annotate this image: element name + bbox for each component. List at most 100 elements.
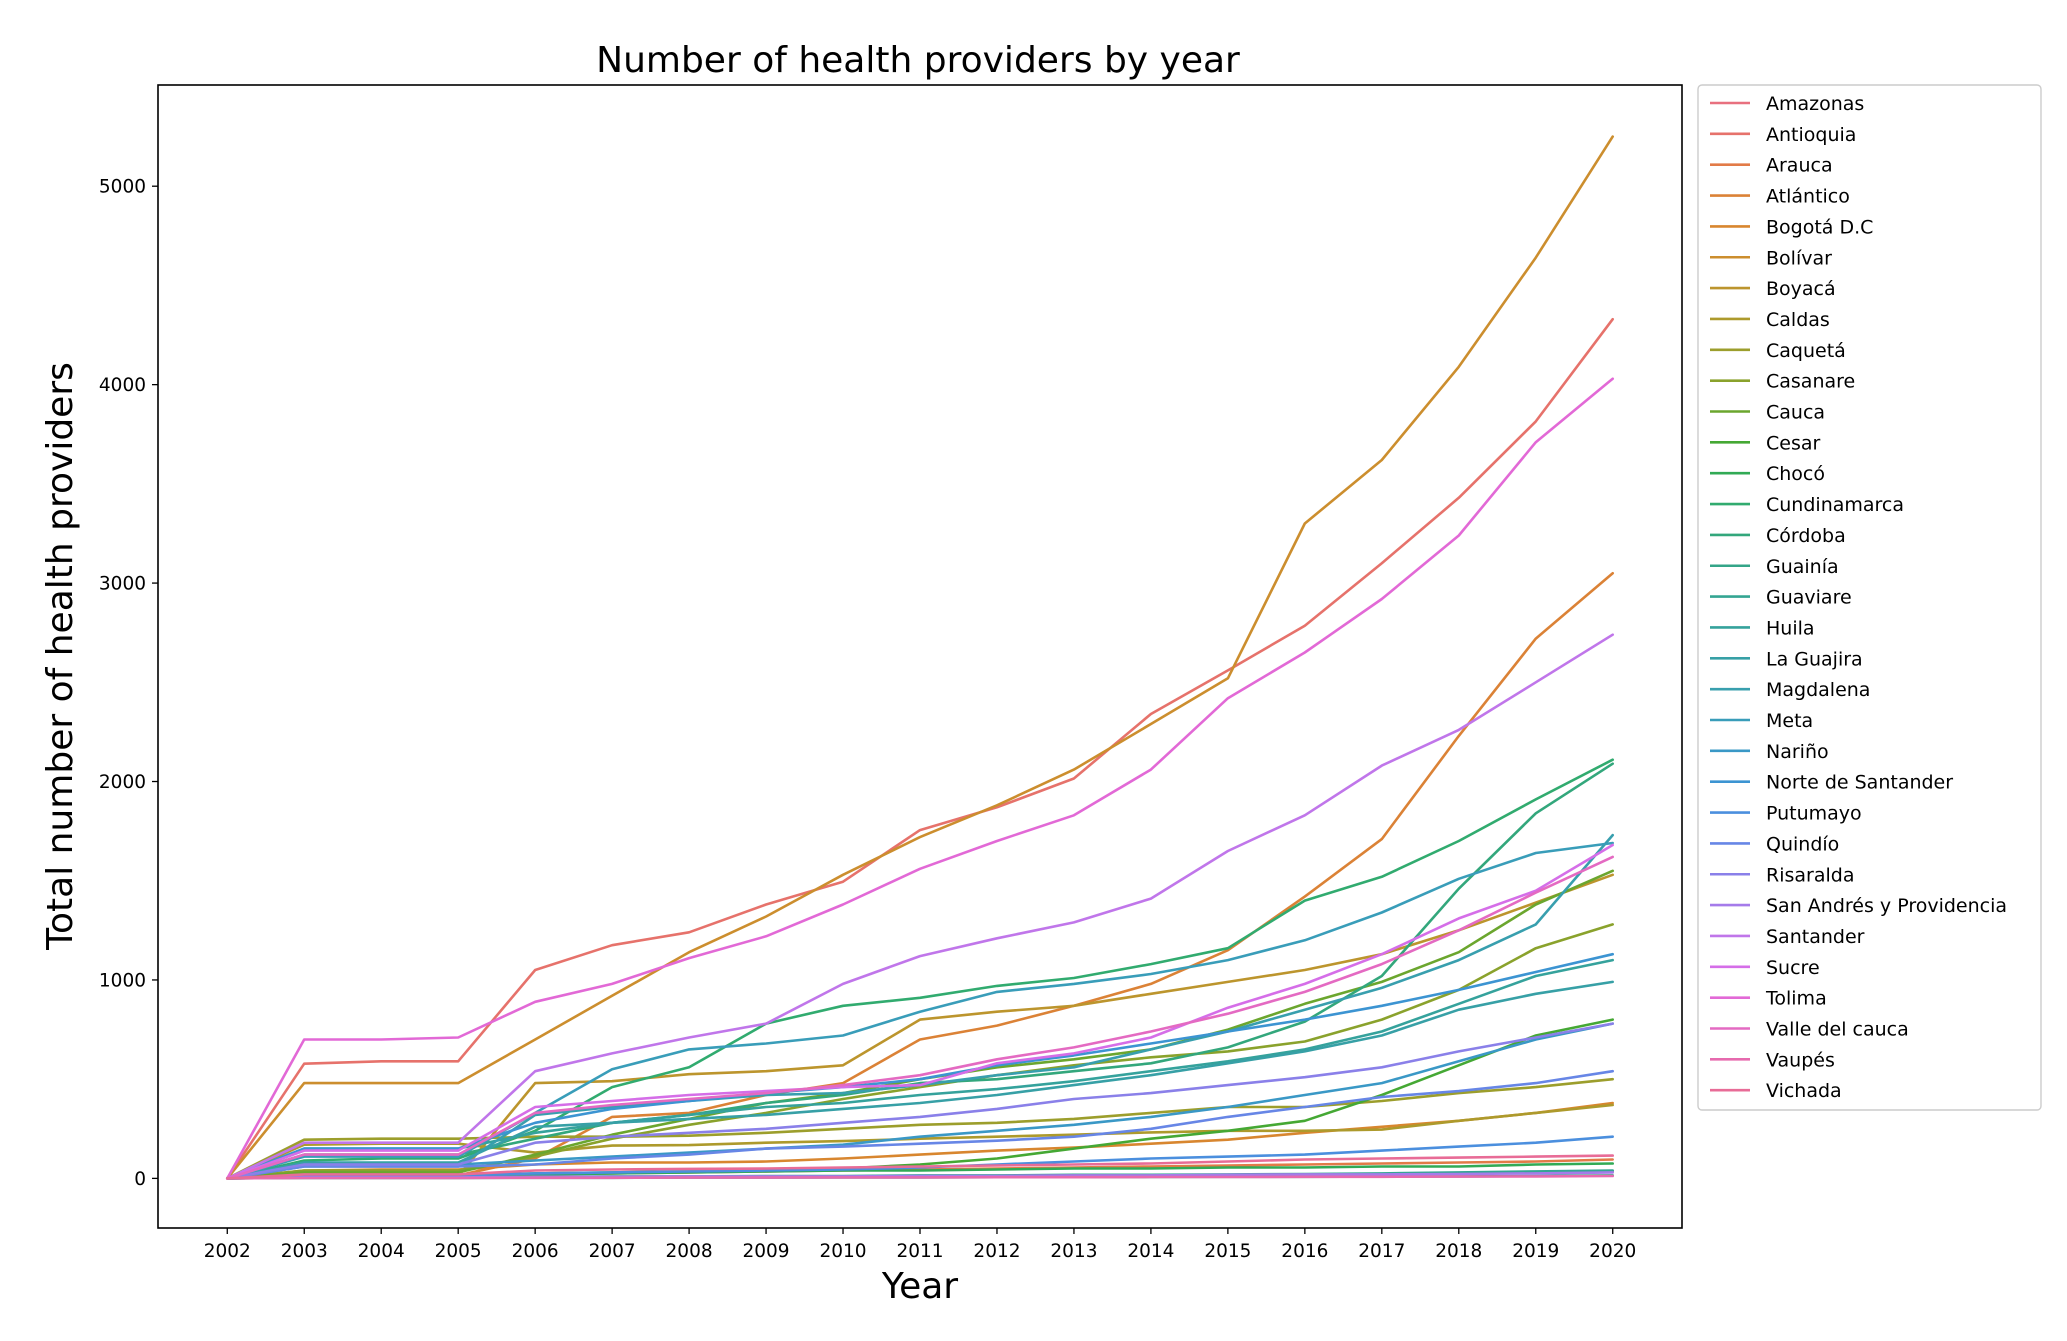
legend-item: Arauca	[1710, 155, 1833, 177]
series-line	[226, 317, 1614, 1180]
x-tick-label: 2004	[358, 1241, 405, 1262]
legend-label: Sucre	[1766, 957, 1820, 979]
series-line	[226, 1174, 1614, 1180]
legend-label: Magdalena	[1766, 679, 1870, 701]
chart-title: Number of health providers by year	[596, 40, 1240, 81]
legend-label: Cauca	[1766, 402, 1825, 424]
legend-item: Cesar	[1710, 432, 1820, 454]
legend-entries: Amazonas Antioquia Arauca Atlántico Bogotá D…	[1710, 93, 2007, 1102]
series-lines	[226, 135, 1614, 1180]
legend-item: Nariño	[1710, 741, 1829, 763]
x-tick-label: 2017	[1358, 1241, 1405, 1262]
x-axis-ticks: 2002 2003 2004 2005 2006 2007 2008 2009 2010 2011…	[204, 1228, 1636, 1262]
legend-item: Risaralda	[1710, 864, 1854, 886]
legend-label: Antioquia	[1766, 124, 1856, 146]
legend-label: Nariño	[1766, 741, 1829, 763]
legend-item: Caquetá	[1710, 340, 1846, 362]
legend-label: Quindío	[1766, 833, 1839, 855]
series-line	[226, 377, 1614, 1180]
legend-label: Tolima	[1765, 988, 1827, 1010]
legend-item: Meta	[1710, 710, 1813, 732]
y-tick-label: 3000	[99, 574, 146, 595]
series-line	[226, 958, 1614, 1180]
legend-label: Bolívar	[1766, 247, 1832, 269]
x-tick-label: 2019	[1512, 1241, 1559, 1262]
legend-label: Putumayo	[1766, 803, 1862, 825]
legend-label: Guainía	[1766, 556, 1839, 578]
legend-label: Cundinamarca	[1766, 494, 1904, 516]
legend-label: Chocó	[1766, 463, 1825, 485]
x-tick-label: 2015	[1204, 1241, 1251, 1262]
legend-box	[1697, 84, 2042, 1111]
legend-label: Vaupés	[1766, 1049, 1835, 1071]
legend-label: Córdoba	[1766, 525, 1846, 547]
legend-item: Quindío	[1710, 833, 1839, 855]
legend-item: Guainía	[1710, 556, 1839, 578]
legend-label: Arauca	[1766, 155, 1833, 177]
legend-item: Santander	[1710, 926, 1865, 948]
series-line	[226, 952, 1614, 1180]
series-line	[226, 980, 1614, 1180]
legend-label: Casanare	[1766, 371, 1855, 393]
legend-item: Córdoba	[1710, 525, 1846, 547]
legend-item: Huila	[1710, 617, 1815, 639]
legend-label: Guaviare	[1766, 587, 1852, 609]
legend-label: Atlántico	[1766, 186, 1850, 208]
x-tick-label: 2011	[896, 1241, 943, 1262]
series-line	[226, 843, 1614, 1180]
legend-item: Norte de Santander	[1710, 772, 1953, 794]
legend-item: Antioquia	[1710, 124, 1856, 146]
x-tick-label: 2003	[281, 1241, 328, 1262]
legend-item: Bogotá D.C	[1710, 216, 1873, 238]
series-line	[226, 869, 1614, 1180]
legend-item: Vichada	[1710, 1080, 1842, 1102]
legend-item: Boyacá	[1710, 278, 1836, 300]
legend-label: La Guajira	[1766, 648, 1863, 670]
legend-label: Boyacá	[1766, 278, 1836, 300]
y-axis-ticks: 0 1000 2000 3000 4000 5000	[99, 177, 158, 1190]
y-tick-label: 5000	[99, 177, 146, 198]
x-tick-label: 2020	[1589, 1241, 1636, 1262]
legend-item: Putumayo	[1710, 803, 1862, 825]
legend-item: Casanare	[1710, 371, 1855, 393]
legend-label: Bogotá D.C	[1766, 216, 1873, 238]
series-line	[226, 633, 1614, 1180]
x-tick-label: 2013	[1050, 1241, 1097, 1262]
legend-item: Valle del cauca	[1710, 1019, 1909, 1041]
series-line	[226, 1022, 1614, 1180]
legend-item: Magdalena	[1710, 679, 1870, 701]
legend-item: Atlántico	[1710, 186, 1850, 208]
legend-item: Sucre	[1710, 957, 1820, 979]
legend-item: Cauca	[1710, 402, 1825, 424]
x-tick-label: 2010	[819, 1241, 866, 1262]
legend-item: Guaviare	[1710, 587, 1852, 609]
legend-item: Cundinamarca	[1710, 494, 1904, 516]
legend-label: Valle del cauca	[1766, 1019, 1909, 1041]
legend-label: Meta	[1766, 710, 1813, 732]
legend-item: Vaupés	[1710, 1049, 1835, 1071]
x-tick-label: 2018	[1435, 1241, 1482, 1262]
legend-label: Cesar	[1766, 432, 1820, 454]
x-axis-label: Year	[881, 1266, 958, 1307]
legend-item: La Guajira	[1710, 648, 1863, 670]
legend-item: Amazonas	[1710, 93, 1864, 115]
legend-label: Caldas	[1766, 309, 1830, 331]
series-line	[226, 758, 1614, 1180]
x-tick-label: 2012	[973, 1241, 1020, 1262]
y-tick-label: 1000	[99, 970, 146, 991]
x-tick-label: 2007	[589, 1241, 636, 1262]
x-tick-label: 2002	[204, 1241, 251, 1262]
y-axis-label: Total number of health providers	[40, 362, 81, 951]
x-tick-label: 2006	[512, 1241, 559, 1262]
series-line	[226, 1069, 1614, 1180]
legend-item: San Andrés y Providencia	[1710, 895, 2007, 917]
legend-label: Santander	[1766, 926, 1865, 948]
x-tick-label: 2014	[1127, 1241, 1174, 1262]
legend-item: Caldas	[1710, 309, 1830, 331]
series-line	[226, 1154, 1614, 1180]
series-line	[226, 135, 1614, 1180]
x-tick-label: 2009	[743, 1241, 790, 1262]
legend-item: Tolima	[1710, 988, 1827, 1010]
legend-label: Risaralda	[1766, 864, 1854, 886]
